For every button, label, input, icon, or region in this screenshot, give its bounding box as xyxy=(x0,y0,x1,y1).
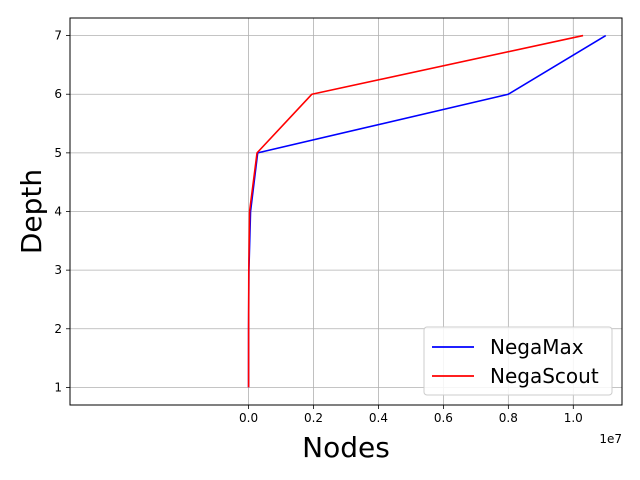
x-tick-label: 0.2 xyxy=(304,411,323,425)
y-tick-label: 4 xyxy=(54,205,62,219)
chart-legend: NegaMax NegaScout xyxy=(423,326,613,396)
series-lines xyxy=(247,34,607,388)
y-tick-label: 3 xyxy=(54,263,62,277)
x-axis-offset-label: 1e7 xyxy=(599,432,622,446)
legend-entry-label: NegaMax xyxy=(490,335,584,359)
x-tick-label: 0.8 xyxy=(499,411,518,425)
legend-box xyxy=(423,326,613,396)
series-line-negascout xyxy=(247,34,584,388)
y-tick-label: 5 xyxy=(54,146,62,160)
y-tick-label: 1 xyxy=(54,380,62,394)
y-tick-label: 7 xyxy=(54,29,62,43)
legend-entry-label: NegaScout xyxy=(490,364,599,388)
y-axis-label: Depth xyxy=(15,169,48,254)
x-axis-label: Nodes xyxy=(302,431,390,464)
x-axis-ticks: 0.0 0.2 0.4 0.6 0.8 1.0 xyxy=(239,405,583,425)
y-tick-label: 6 xyxy=(54,87,62,101)
y-tick-label: 2 xyxy=(54,322,62,336)
grid-lines xyxy=(70,18,622,405)
y-axis-ticks: 1 2 3 4 5 6 7 xyxy=(54,29,70,394)
x-tick-label: 1.0 xyxy=(564,411,583,425)
x-tick-label: 0.4 xyxy=(369,411,388,425)
x-tick-label: 0.0 xyxy=(239,411,258,425)
x-tick-label: 0.6 xyxy=(434,411,453,425)
